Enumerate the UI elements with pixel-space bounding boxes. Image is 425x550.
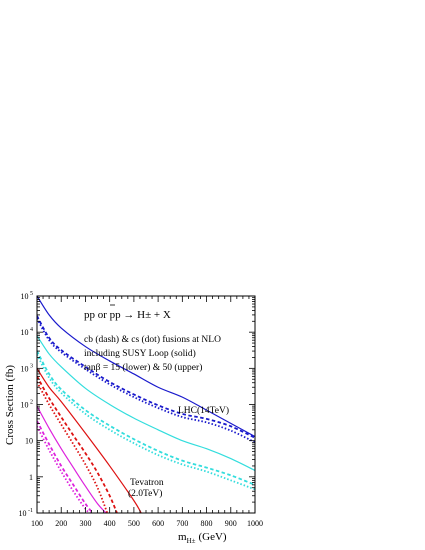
lhc-label: LHC(14TeV) — [178, 405, 229, 416]
tick-label-layer: 100 200 300 400 500 600 700 800 900 1000 10 -1 1 10 1… — [19, 291, 264, 528]
series-layer — [37, 296, 255, 513]
y-tick-label: 10 2 — [21, 400, 34, 410]
series-lhc-tb15-dot — [37, 354, 255, 491]
y-tick-label: 10 4 — [21, 327, 34, 337]
series-tevatron-tb15-dash — [37, 420, 94, 513]
x-tick-label: 400 — [104, 519, 116, 528]
series-lhc-tb50-dash — [37, 315, 255, 439]
x-axis-title: mH± (GeV) — [178, 531, 227, 545]
series-tevatron-tb50-solid — [37, 368, 142, 513]
y-tick-label: 10 -1 — [19, 508, 34, 518]
y-tick-label: 10 5 — [21, 291, 34, 301]
x-tick-label: 700 — [176, 519, 188, 528]
series-lhc-tb50-dot — [37, 317, 255, 444]
x-axis-title-main: m — [178, 531, 187, 543]
process-annotation: pp or pp → H± + X — [84, 309, 171, 321]
tevatron-label: Tevatron — [130, 478, 164, 488]
y-tick-label: 10 3 — [21, 363, 34, 373]
series-tevatron-tb50-dash — [37, 375, 118, 513]
series-lhc-tb15-solid — [37, 335, 255, 471]
series-tevatron-tb50-dot — [37, 381, 109, 513]
x-tick-label: 900 — [225, 519, 237, 528]
x-tick-label: 300 — [79, 519, 91, 528]
x-axis-title-unit: (GeV) — [198, 531, 226, 543]
tick-layer — [36, 295, 256, 514]
tevatron-energy-label: (2.0TeV) — [128, 488, 162, 499]
x-tick-label: 800 — [201, 519, 213, 528]
y-axis-title: Cross Section (fb) — [4, 365, 16, 445]
y-tick-label: 1 — [29, 473, 33, 482]
tanbeta-annotation: tanβ = 15 (lower) & 50 (upper) — [84, 362, 202, 373]
series-tevatron-tb15-solid — [37, 405, 107, 513]
x-tick-label: 100 — [31, 519, 43, 528]
series-lhc-tb50-solid — [37, 296, 255, 438]
x-tick-label: 1000 — [247, 519, 263, 528]
series-lhc-tb15-dash — [37, 350, 255, 486]
y-tick-label: 10 — [25, 437, 33, 446]
x-axis-title-sub: H± — [187, 537, 196, 545]
susy-annotation: including SUSY Loop (solid) — [84, 348, 196, 359]
x-tick-label: 500 — [128, 519, 140, 528]
fusion-annotation: cb (dash) & cs (dot) fusions at NLO — [84, 334, 221, 345]
x-tick-label: 600 — [152, 519, 164, 528]
x-tick-label: 200 — [55, 519, 67, 528]
